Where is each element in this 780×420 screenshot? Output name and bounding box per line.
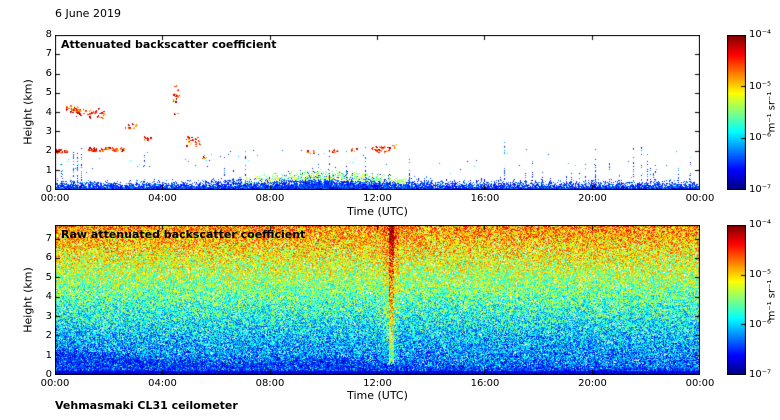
- instrument-label: Vehmasmaki CL31 ceilometer: [55, 399, 238, 412]
- colorbar-unit-bottom: m⁻¹ sr⁻¹: [766, 279, 778, 321]
- top-panel-title: Attenuated backscatter coefficient: [61, 38, 277, 51]
- y-tick-label: 4: [45, 291, 52, 303]
- y-tick-label: 0: [45, 369, 52, 380]
- y-tick-label: 1: [45, 164, 52, 176]
- y-tick-label: 1: [45, 349, 52, 361]
- colorbar-tick-label: 10⁻⁴: [749, 29, 772, 40]
- x-tick-label: 08:00: [255, 378, 285, 389]
- raw-attenuated-backscatter-heatmap: [55, 225, 700, 375]
- x-axis-label-top: Time (UTC): [347, 205, 408, 218]
- y-tick-label: 5: [45, 87, 52, 99]
- y-tick-label: 7: [45, 232, 52, 244]
- x-tick-label: 00:00: [40, 378, 70, 389]
- colorbar-bottom: [727, 225, 746, 375]
- colorbar-tick-label: 10⁻⁵: [749, 80, 772, 92]
- date-title: 6 June 2019: [55, 7, 121, 20]
- x-axis-label-bottom: Time (UTC): [347, 389, 408, 402]
- x-tick-label: 04:00: [148, 378, 177, 389]
- y-tick-label: 6: [45, 252, 52, 264]
- x-tick-label: 12:00: [363, 378, 392, 389]
- colorbar-unit-top: m⁻¹ sr⁻¹: [766, 91, 778, 133]
- colorbar-top: [727, 35, 746, 190]
- y-tick-label: 2: [45, 330, 52, 342]
- colorbar-tick-label: 10⁻⁴: [749, 219, 772, 230]
- bottom-panel-title: Raw attenuated backscatter coefficient: [61, 228, 306, 241]
- colorbar-tick-label: 10⁻⁶: [749, 132, 772, 144]
- y-tick-label: 6: [45, 67, 52, 79]
- x-tick-label: 20:00: [578, 193, 607, 204]
- attenuated-backscatter-heatmap: [55, 35, 700, 190]
- x-tick-label: 16:00: [470, 193, 500, 204]
- colorbar-tick-label: 10⁻⁷: [749, 184, 772, 195]
- x-tick-label: 00:00: [685, 193, 715, 204]
- x-tick-label: 16:00: [470, 378, 500, 389]
- y-tick-label: 4: [45, 106, 52, 118]
- colorbar-tick-label: 10⁻⁷: [749, 369, 772, 380]
- y-tick-label: 3: [45, 125, 52, 137]
- x-tick-label: 20:00: [578, 378, 607, 389]
- x-tick-label: 00:00: [685, 378, 715, 389]
- colorbar-tick-label: 10⁻⁶: [749, 319, 772, 330]
- x-tick-label: 08:00: [255, 193, 285, 204]
- x-tick-label: 00:00: [40, 193, 70, 204]
- x-tick-label: 12:00: [363, 193, 392, 204]
- y-tick-label: 2: [45, 145, 52, 157]
- y-tick-label: 0: [45, 184, 52, 195]
- y-tick-label: 7: [45, 48, 52, 60]
- x-tick-label: 04:00: [148, 193, 177, 204]
- colorbar-tick-label: 10⁻⁵: [749, 269, 772, 280]
- y-tick-label: 8: [45, 29, 52, 40]
- y-tick-label: 5: [45, 271, 52, 283]
- y-tick-label: 3: [45, 310, 52, 322]
